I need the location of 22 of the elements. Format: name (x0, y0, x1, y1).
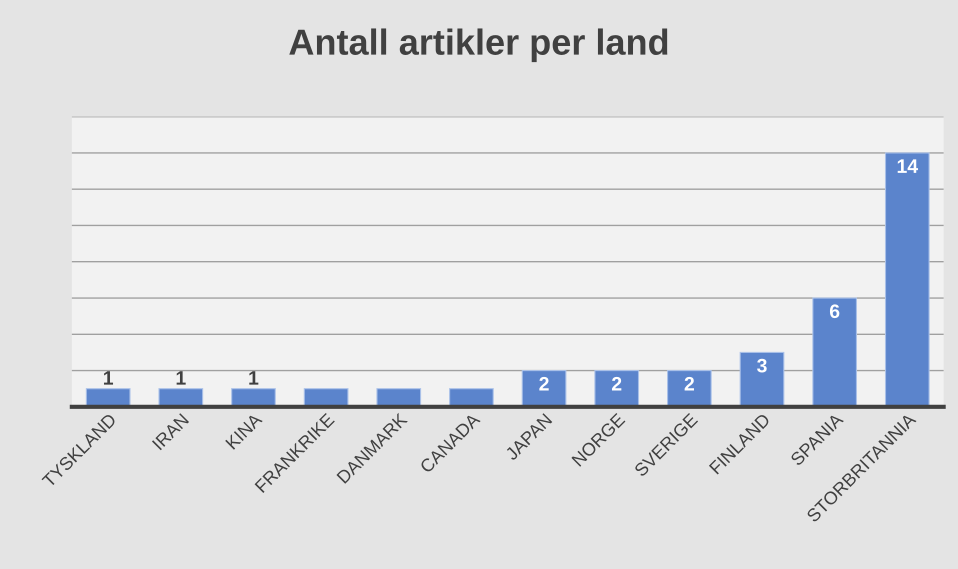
chart-title: Antall artikler per land (289, 28, 668, 62)
bar (522, 370, 566, 407)
data-label: 1 (249, 371, 258, 385)
bar (376, 388, 422, 407)
data-label: 2 (684, 376, 694, 390)
bar (667, 370, 712, 407)
bar (884, 152, 930, 407)
data-label: 2 (539, 376, 549, 390)
bar (304, 388, 348, 407)
data-label: 14 (898, 159, 918, 173)
bar (449, 388, 494, 407)
bar (158, 388, 204, 407)
data-label: 2 (612, 376, 622, 390)
data-label: 1 (176, 371, 186, 385)
bar (86, 388, 131, 407)
data-label: 3 (757, 358, 767, 373)
data-label: 1 (104, 371, 114, 385)
bar (740, 352, 784, 407)
bar (812, 297, 858, 407)
data-label: 6 (830, 304, 840, 318)
bar (231, 388, 276, 407)
bar (594, 370, 640, 407)
